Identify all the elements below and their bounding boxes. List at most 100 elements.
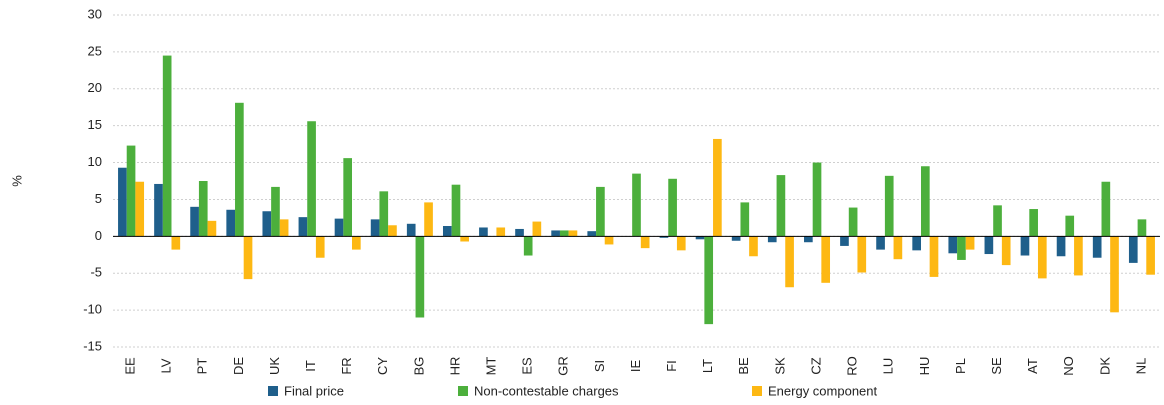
bar <box>551 230 560 237</box>
bar <box>731 236 741 241</box>
y-tick-label: -5 <box>90 265 102 280</box>
x-tick-label: LU <box>881 358 896 375</box>
bar <box>235 102 244 237</box>
x-tick-label: LV <box>159 358 174 373</box>
x-tick-label: DK <box>1097 357 1112 375</box>
bar <box>442 226 452 237</box>
y-tick-label: 0 <box>95 228 102 243</box>
bar <box>198 181 208 237</box>
bar <box>315 236 325 258</box>
bar <box>676 236 686 251</box>
x-tick-label: FR <box>339 357 354 374</box>
x-tick-label: ES <box>520 357 535 375</box>
bar <box>804 236 813 243</box>
bar <box>929 236 939 277</box>
bar <box>1137 219 1147 237</box>
bar <box>118 167 127 237</box>
bar <box>776 175 786 237</box>
bar <box>415 236 425 318</box>
y-tick-label: 25 <box>88 43 102 58</box>
bar <box>704 236 714 325</box>
bar <box>523 236 533 256</box>
bar <box>632 173 641 237</box>
bar <box>479 227 488 237</box>
x-tick-label: NL <box>1133 358 1148 375</box>
y-tick-label: -15 <box>83 338 102 353</box>
x-tick-label: BG <box>411 357 426 376</box>
bar <box>352 236 361 250</box>
x-tick-label: HU <box>917 357 932 376</box>
y-tick-label: -10 <box>83 302 102 317</box>
x-tick-label: RO <box>845 356 860 376</box>
bar <box>604 236 614 245</box>
bar <box>162 55 172 237</box>
bar <box>857 236 867 273</box>
bar <box>749 236 758 257</box>
bar <box>154 183 163 237</box>
bar <box>190 206 199 237</box>
y-axis-label: % <box>9 175 24 187</box>
bar <box>388 225 397 237</box>
legend-swatch <box>752 386 762 396</box>
x-tick-label: BE <box>736 357 751 375</box>
bar <box>912 236 921 251</box>
bar <box>884 175 894 237</box>
bar <box>568 230 578 237</box>
bar <box>1037 236 1047 279</box>
bar <box>424 202 433 237</box>
x-tick-label: CZ <box>808 357 823 374</box>
bar <box>1146 236 1155 275</box>
bar <box>640 236 650 249</box>
bar <box>840 236 849 246</box>
bar <box>812 162 822 237</box>
bar <box>993 205 1002 237</box>
legend-swatch <box>458 386 468 396</box>
bar <box>1056 236 1066 257</box>
x-tick-label: GR <box>556 356 571 376</box>
y-tick-label: 15 <box>88 117 102 132</box>
x-tick-label: NO <box>1061 356 1076 376</box>
bar <box>1101 181 1111 237</box>
bar <box>893 236 903 260</box>
x-tick-label: SI <box>592 360 607 372</box>
bar <box>243 236 253 280</box>
bar <box>171 236 181 250</box>
y-tick-label: 10 <box>88 154 102 169</box>
bar <box>298 217 308 237</box>
bar <box>821 236 831 283</box>
x-tick-label: FI <box>664 360 679 372</box>
bar <box>451 184 461 237</box>
bar <box>965 236 975 250</box>
bar <box>532 221 542 237</box>
legend-label: Non-contestable charges <box>474 383 619 398</box>
bar <box>848 207 858 237</box>
bar <box>334 218 344 237</box>
bar <box>948 236 958 254</box>
bar <box>343 158 353 237</box>
bar <box>460 236 469 242</box>
bar <box>370 219 380 237</box>
bar <box>596 186 605 237</box>
x-tick-label: PT <box>195 358 210 375</box>
bar <box>957 236 966 260</box>
x-tick-label: IT <box>303 360 318 372</box>
y-tick-label: 5 <box>95 191 102 206</box>
bar <box>559 230 569 237</box>
bar <box>135 181 145 237</box>
bar <box>876 236 885 250</box>
x-tick-label: PL <box>953 358 968 374</box>
bar <box>668 178 677 237</box>
x-tick-label: EE <box>122 357 137 375</box>
bar <box>496 227 506 237</box>
bar <box>379 191 389 237</box>
legend-label: Energy component <box>768 383 878 398</box>
bar <box>515 228 524 237</box>
x-tick-label: LT <box>700 359 715 373</box>
y-tick-label: 30 <box>88 6 102 21</box>
x-tick-label: UK <box>267 357 282 375</box>
bar <box>271 186 280 237</box>
x-tick-label: IE <box>628 360 643 373</box>
x-tick-label: DE <box>231 357 246 375</box>
bar <box>695 236 705 240</box>
